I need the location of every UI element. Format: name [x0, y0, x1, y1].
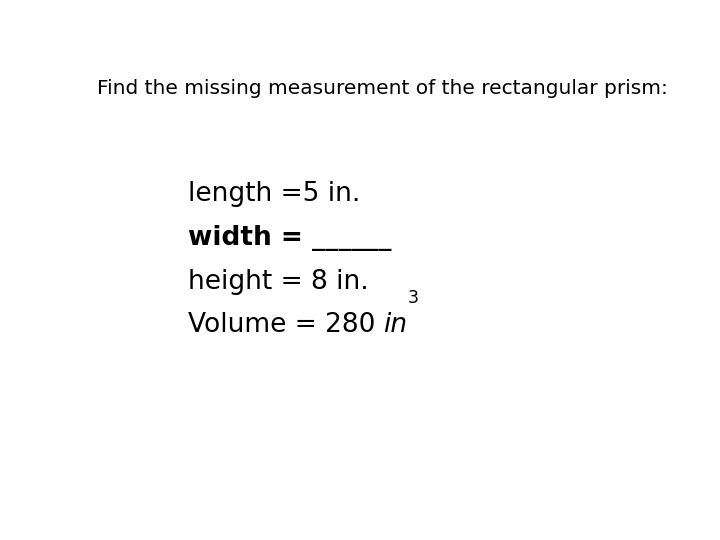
- Text: Volume = 280: Volume = 280: [188, 312, 383, 338]
- Text: in: in: [383, 312, 408, 338]
- Text: length =5 in.: length =5 in.: [188, 181, 360, 207]
- Text: Find the missing measurement of the rectangular prism:: Find the missing measurement of the rect…: [96, 79, 667, 98]
- Text: height = 8 in.: height = 8 in.: [188, 268, 369, 294]
- Text: 3: 3: [408, 289, 418, 307]
- Text: ______: ______: [312, 225, 391, 251]
- Text: width =: width =: [188, 225, 312, 251]
